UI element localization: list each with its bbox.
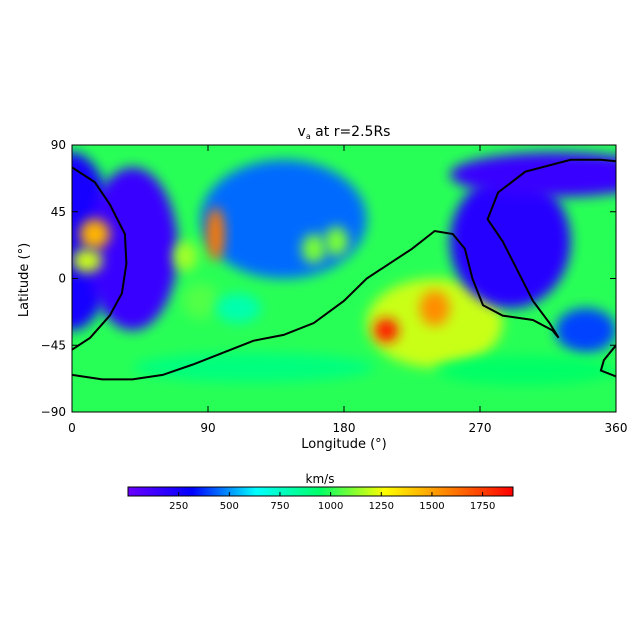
y-tick-label: 45: [51, 205, 66, 219]
heatmap-feature: [200, 159, 367, 279]
y-tick-label: −45: [41, 338, 66, 352]
colorbar-tick-label: 750: [270, 501, 289, 512]
neutral-line: [72, 166, 128, 351]
x-tick-label: 180: [333, 421, 356, 435]
colorbar-tick-label: 1250: [369, 501, 394, 512]
y-tick-labels: 90 45 0 −45 −90: [41, 138, 66, 419]
neutral-line: [72, 158, 616, 381]
colorbar-ticks: 250 500 750 1000 1250 1500 1750: [169, 492, 495, 512]
plot-area: [72, 145, 616, 412]
x-tick-label: 0: [68, 421, 76, 435]
x-tick-label: 90: [200, 421, 215, 435]
heatmap-feature: [449, 174, 571, 309]
colorbar-tick-label: 1000: [318, 501, 343, 512]
heatmap-feature: [301, 234, 326, 264]
x-axis-label: Longitude (°): [301, 437, 386, 452]
colorbar-tick-label: 1750: [470, 501, 495, 512]
x-tick-label: 360: [605, 421, 628, 435]
colorbar-tick-label: 1500: [419, 501, 444, 512]
heatmap-feature: [72, 248, 103, 273]
axis-ticks: [71, 144, 617, 413]
heatmap-feature: [173, 241, 198, 272]
x-tick-label: 270: [469, 421, 492, 435]
heatmap-feature: [590, 219, 616, 279]
neutral-line: [599, 344, 616, 378]
heatmap-feature: [87, 167, 178, 331]
y-tick-label: 90: [51, 138, 66, 152]
heatmap-feature: [374, 318, 399, 343]
heatmap-feature: [449, 152, 616, 197]
colorbar-tick-label: 500: [220, 501, 239, 512]
y-axis-label: Latitude (°): [17, 243, 32, 317]
colorbar-tick-label: 250: [169, 501, 188, 512]
heatmap-feature: [79, 219, 110, 249]
heatmap-feature: [182, 282, 219, 319]
chart-title-sub: a: [306, 132, 311, 141]
x-tick-labels: 0 90 180 270 360: [68, 421, 627, 435]
heatmap-feature: [434, 355, 616, 386]
heatmap-feature: [132, 352, 375, 383]
chart-title: va at r=2.5Rs: [298, 124, 391, 141]
chart-title-rest: at r=2.5Rs: [311, 124, 391, 140]
chart-title-main: v: [298, 124, 306, 140]
heatmap-feature: [555, 308, 616, 353]
colorbar-label: km/s: [306, 472, 335, 486]
heatmap-feature: [419, 290, 450, 326]
y-tick-label: 0: [58, 272, 66, 286]
colorbar: [127, 486, 514, 497]
heatmap-feature: [206, 207, 225, 261]
heatmap-feature: [324, 226, 349, 257]
y-tick-label: −90: [41, 405, 66, 419]
heatmap-feature: [215, 293, 261, 323]
